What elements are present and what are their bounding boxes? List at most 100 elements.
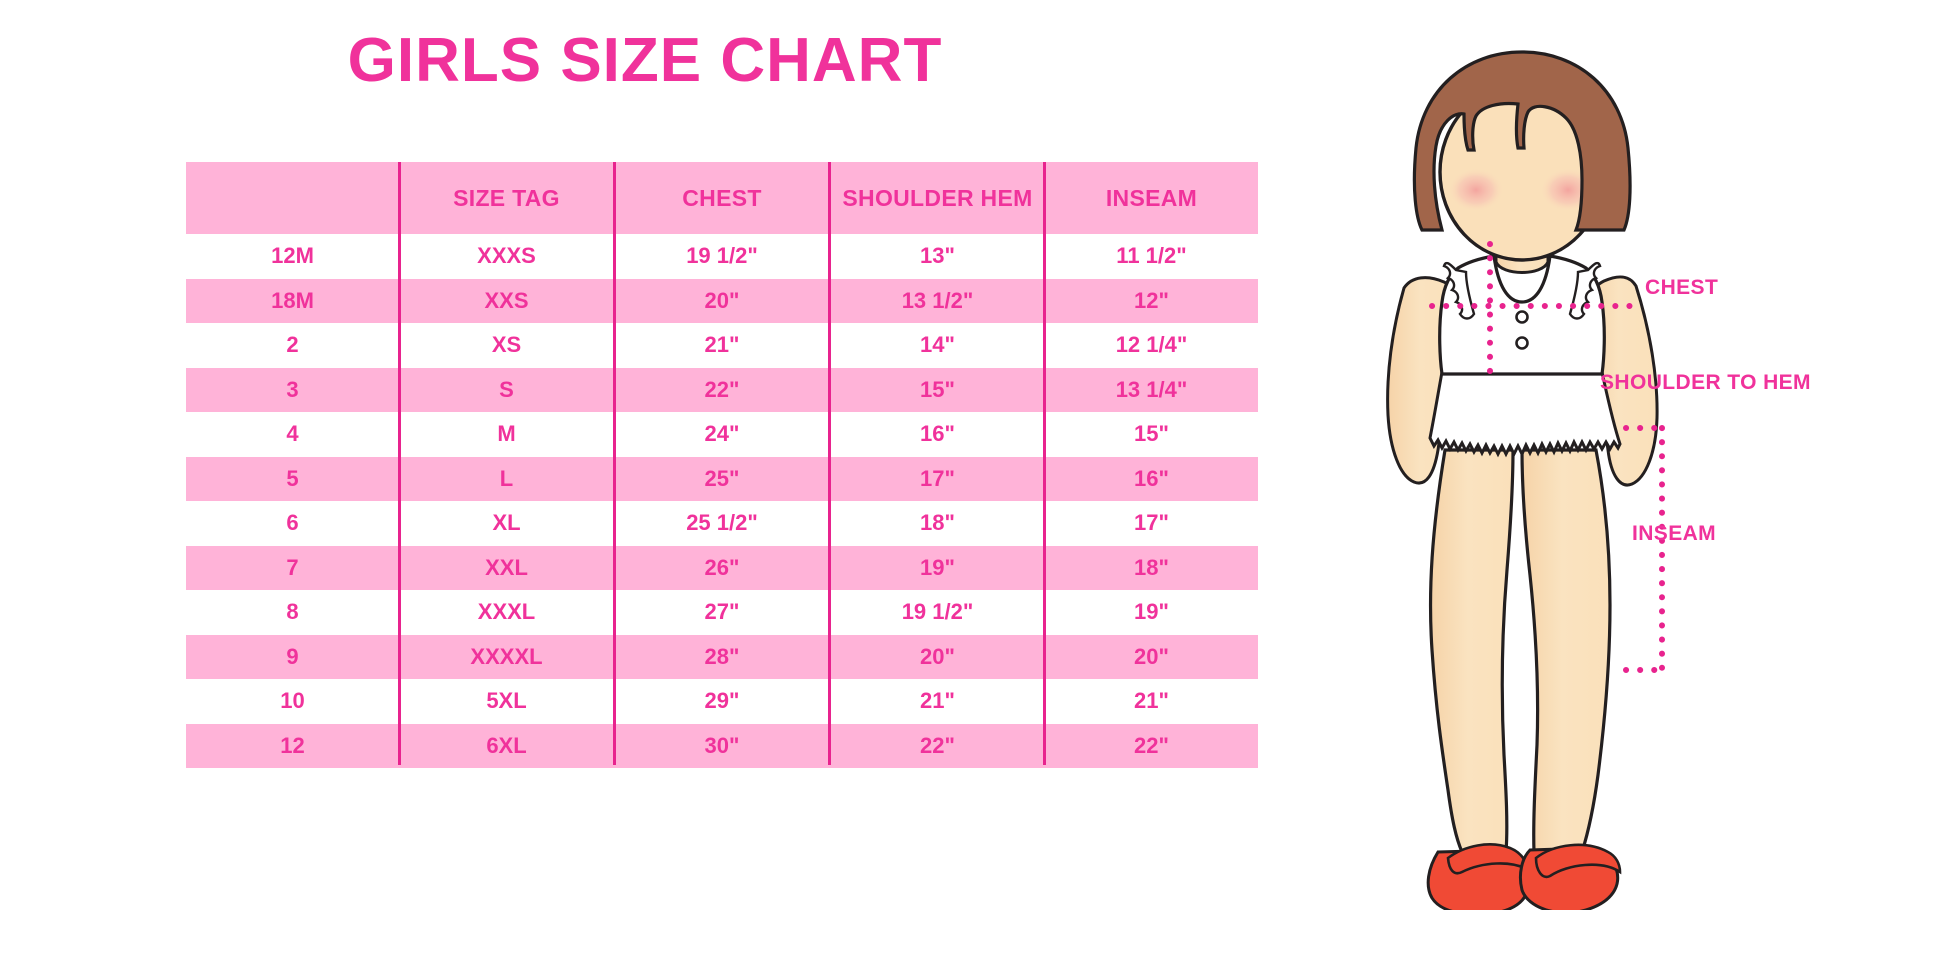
page-title: GIRLS SIZE CHART <box>347 26 943 95</box>
table-cell: L <box>399 456 614 501</box>
table-cell: 15" <box>830 367 1045 412</box>
chest-label: CHEST <box>1645 276 1719 299</box>
table-cell: 13" <box>830 234 1045 279</box>
left-cheek <box>1448 168 1504 212</box>
left-shoulder-ruffle <box>1442 261 1476 320</box>
legs-group <box>1428 448 1612 854</box>
table-row: 3 S 22" 15" 13 1/4" <box>186 367 1258 412</box>
table-cell: XXXL <box>399 590 614 635</box>
table-cell: 28" <box>614 634 830 679</box>
table-cell: 8 <box>186 590 399 635</box>
table-row: 7 XXL 26" 19" 18" <box>186 545 1258 590</box>
skirt-ruffle <box>1428 370 1622 458</box>
table-cell: XS <box>399 323 614 368</box>
table-cell: 6 <box>186 501 399 546</box>
table-cell: 15" <box>1045 412 1258 457</box>
table-cell: XXS <box>399 278 614 323</box>
table-row: 10 5XL 29" 21" 21" <box>186 679 1258 724</box>
left-leg <box>1428 448 1515 854</box>
table-row: 18M XXS 20" 13 1/2" 12" <box>186 278 1258 323</box>
right-shoulder-ruffle <box>1568 261 1602 320</box>
table-cell: 22" <box>614 367 830 412</box>
table-cell: 13 1/4" <box>1045 367 1258 412</box>
head-group <box>1412 50 1632 262</box>
table-row: 8 XXXL 27" 19 1/2" 19" <box>186 590 1258 635</box>
shoes-group <box>1426 843 1622 910</box>
table-cell: XXL <box>399 545 614 590</box>
table-cell: 11 1/2" <box>1045 234 1258 279</box>
table-row: 2 XS 21" 14" 12 1/4" <box>186 323 1258 368</box>
inseam-label: INSEAM <box>1632 522 1717 545</box>
table-cell: 18M <box>186 278 399 323</box>
column-header-chest: CHEST <box>614 162 830 234</box>
girl-illustration <box>1386 50 1669 910</box>
table-cell: 30" <box>614 723 830 768</box>
table-cell: 7 <box>186 545 399 590</box>
table-cell: S <box>399 367 614 412</box>
top-garment-group <box>1438 254 1606 376</box>
table-cell: 19 1/2" <box>830 590 1045 635</box>
table-cell: 29" <box>614 679 830 724</box>
button-top <box>1515 310 1529 324</box>
shoulder-to-hem-label: SHOULDER TO HEM <box>1600 371 1811 394</box>
table-cell: 16" <box>1045 456 1258 501</box>
table-row: 12M XXXS 19 1/2" 13" 11 1/2" <box>186 234 1258 279</box>
hair <box>1412 50 1632 232</box>
table-cell: M <box>399 412 614 457</box>
size-chart-table: SIZE TAG CHEST SHOULDER HEM INSEAM 12M XX… <box>186 162 1258 768</box>
table-row: 4 M 24" 16" 15" <box>186 412 1258 457</box>
table-cell: 12 <box>186 723 399 768</box>
table-cell: 16" <box>830 412 1045 457</box>
table-row: 5 L 25" 17" 16" <box>186 456 1258 501</box>
column-divider-4 <box>1043 162 1046 765</box>
table-cell: 6XL <box>399 723 614 768</box>
right-shoe-strap <box>1534 843 1622 879</box>
table-cell: 13 1/2" <box>830 278 1045 323</box>
table-cell: 14" <box>830 323 1045 368</box>
table-row: 6 XL 25 1/2" 18" 17" <box>186 501 1258 546</box>
table-cell: 19" <box>1045 590 1258 635</box>
table-cell: XL <box>399 501 614 546</box>
table-cell: 24" <box>614 412 830 457</box>
table-cell: 9 <box>186 634 399 679</box>
table-cell: 19 1/2" <box>614 234 830 279</box>
table-row: 12 6XL 30" 22" 22" <box>186 723 1258 768</box>
table-cell: XXXXL <box>399 634 614 679</box>
column-divider-3 <box>828 162 831 765</box>
table-cell: 12" <box>1045 278 1258 323</box>
column-divider-2 <box>613 162 616 765</box>
right-leg <box>1520 448 1612 854</box>
table-cell: 4 <box>186 412 399 457</box>
table-cell: 22" <box>830 723 1045 768</box>
table-cell: 25 1/2" <box>614 501 830 546</box>
table-cell: 5XL <box>399 679 614 724</box>
table-cell: 3 <box>186 367 399 412</box>
table-cell: 20" <box>1045 634 1258 679</box>
column-divider-1 <box>398 162 401 765</box>
header-row: SIZE TAG CHEST SHOULDER HEM INSEAM <box>186 162 1258 234</box>
table-cell: 22" <box>1045 723 1258 768</box>
column-header-size <box>186 162 399 234</box>
table-cell: 10 <box>186 679 399 724</box>
table-cell: 25" <box>614 456 830 501</box>
table-cell: 21" <box>614 323 830 368</box>
table-cell: 17" <box>830 456 1045 501</box>
skirt-group <box>1428 370 1622 458</box>
table-cell: 12M <box>186 234 399 279</box>
column-header-size-tag: SIZE TAG <box>399 162 614 234</box>
table-cell: 20" <box>614 278 830 323</box>
table-body: 12M XXXS 19 1/2" 13" 11 1/2" 18M XXS 20" 13 1/2"… <box>186 234 1258 768</box>
table-cell: 26" <box>614 545 830 590</box>
table-cell: 2 <box>186 323 399 368</box>
column-header-inseam: INSEAM <box>1045 162 1258 234</box>
table-cell: 19" <box>830 545 1045 590</box>
table-cell: 20" <box>830 634 1045 679</box>
button-bottom <box>1515 336 1529 350</box>
table-cell: 21" <box>1045 679 1258 724</box>
measurement-lines-group <box>1429 241 1669 673</box>
column-header-shoulder-hem: SHOULDER HEM <box>830 162 1045 234</box>
table-cell: 12 1/4" <box>1045 323 1258 368</box>
table-header: SIZE TAG CHEST SHOULDER HEM INSEAM <box>186 162 1258 234</box>
table-cell: 21" <box>830 679 1045 724</box>
table-cell: 18" <box>830 501 1045 546</box>
